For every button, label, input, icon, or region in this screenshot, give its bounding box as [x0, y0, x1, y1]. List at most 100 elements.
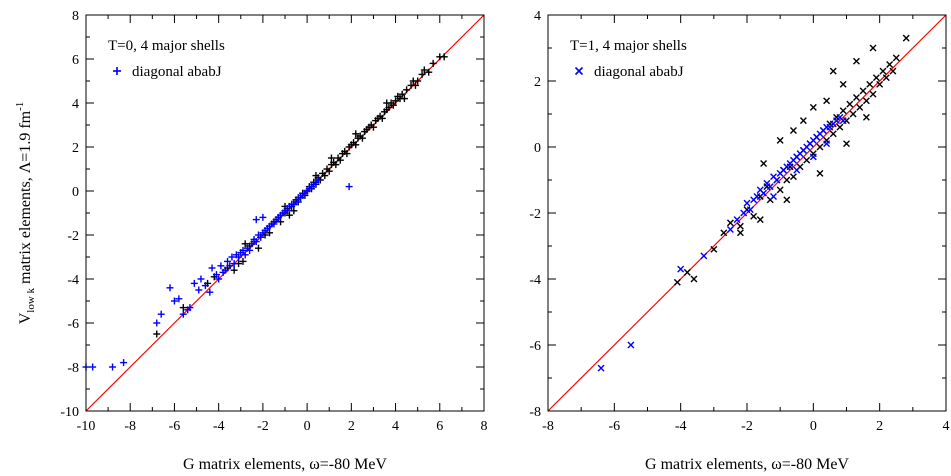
- diagonal-point: [224, 257, 232, 265]
- diagonal-point: [166, 284, 174, 292]
- data-point: [869, 90, 877, 98]
- x-tick-label: -4: [675, 419, 687, 434]
- diagonal-point: [241, 251, 249, 259]
- y-tick-label: 4: [72, 97, 79, 112]
- data-point: [425, 68, 433, 76]
- y-tick-label: -2: [67, 229, 79, 244]
- data-point: [756, 216, 764, 224]
- data-point: [839, 107, 847, 115]
- diagonal-point: [246, 246, 254, 254]
- data-point: [823, 97, 831, 105]
- data-point: [776, 136, 784, 144]
- data-point: [783, 196, 791, 204]
- diagonal-point: [809, 153, 817, 161]
- diagonal-point: [252, 238, 260, 246]
- plot-frame: [547, 14, 947, 412]
- data-point: [789, 127, 797, 134]
- data-point: [254, 244, 262, 252]
- data-point: [385, 103, 393, 111]
- diagonal-point: [221, 266, 229, 274]
- x-tick-label: 2: [876, 419, 883, 434]
- data-point: [789, 173, 797, 181]
- x-tick-label: -2: [257, 419, 269, 434]
- diagonal-point: [743, 199, 751, 207]
- y-tick-label: 2: [72, 141, 79, 156]
- diagonal-point: [252, 216, 260, 224]
- data-point: [400, 95, 408, 103]
- diagonal-point: [217, 262, 225, 270]
- data-point: [829, 130, 837, 138]
- y-tick-label: 6: [72, 53, 79, 68]
- diagonal-point: [270, 220, 278, 228]
- series-diagonal: [82, 176, 353, 371]
- y-tick-label: 2: [534, 75, 541, 90]
- series-all-elements: [673, 34, 910, 286]
- diagonal-point: [292, 198, 300, 206]
- data-point: [829, 67, 837, 75]
- data-point: [690, 275, 698, 283]
- data-point: [836, 123, 844, 131]
- x-tick-label: -8: [542, 419, 554, 434]
- legend-marker-diagonal: [113, 67, 121, 75]
- diagonal-point: [248, 240, 256, 248]
- data-point: [241, 240, 249, 248]
- x-tick-label: -6: [608, 419, 620, 434]
- x-tick-label: 6: [436, 419, 443, 434]
- data-point: [866, 80, 874, 88]
- diagonal-point: [677, 265, 685, 273]
- diagonal-point: [206, 288, 214, 296]
- diagonal-point: [153, 319, 161, 327]
- data-point: [816, 143, 824, 151]
- diagonal-point: [345, 183, 353, 191]
- data-point: [856, 103, 864, 111]
- x-tick-label: 8: [481, 419, 488, 434]
- data-point: [285, 211, 293, 219]
- data-point: [332, 161, 340, 169]
- data-point: [352, 130, 360, 138]
- diagonal-point: [195, 286, 203, 294]
- diagonal-point: [733, 216, 741, 224]
- y-tick-label: -6: [529, 339, 541, 354]
- data-point: [736, 229, 744, 237]
- data-point: [389, 101, 397, 109]
- data-point: [369, 123, 377, 131]
- legend-title: T=1, 4 major shells: [570, 38, 687, 54]
- diagonal-point: [753, 193, 761, 200]
- data-point: [816, 169, 824, 177]
- chart-panel-t1: -8 -6 -4 -2 0 2 4 -8 -6 -4 -2 0 2 4 T=1, 4 major shel…: [529, 9, 949, 473]
- data-point: [429, 59, 437, 67]
- data-point: [414, 77, 422, 85]
- data-point: [403, 86, 411, 94]
- diagonal-point: [239, 246, 247, 254]
- x-axis-title: G matrix elements, ω=-80 MeV: [645, 456, 849, 473]
- diagonal-point: [839, 117, 847, 125]
- x-tick-label: -8: [124, 419, 136, 434]
- legend-label-diagonal: diagonal ababJ: [594, 64, 684, 80]
- diagonal-point: [190, 279, 198, 287]
- diagonal-point: [179, 310, 187, 318]
- diagonal-point: [228, 253, 236, 261]
- x-tick-label: 4: [943, 419, 950, 434]
- data-point: [902, 34, 910, 42]
- reference-line: [547, 14, 947, 412]
- x-tick-label: -10: [77, 419, 96, 434]
- data-point: [266, 229, 274, 237]
- data-point: [673, 278, 681, 286]
- diagonal-point: [257, 233, 265, 241]
- data-point: [352, 141, 360, 149]
- data-point: [799, 117, 807, 125]
- y-tick-label: -2: [529, 207, 541, 222]
- data-point: [862, 97, 870, 105]
- y-axis-title-sup: -1: [14, 102, 26, 111]
- data-point: [839, 80, 847, 88]
- y-tick-label: 4: [534, 9, 541, 24]
- data-point: [358, 134, 366, 142]
- data-point: [710, 245, 718, 253]
- data-point: [343, 150, 351, 158]
- diagonal-point: [726, 226, 734, 233]
- data-point: [392, 97, 400, 105]
- data-point: [418, 70, 426, 78]
- x-tick-label: -2: [741, 419, 753, 434]
- diagonal-point: [259, 213, 267, 221]
